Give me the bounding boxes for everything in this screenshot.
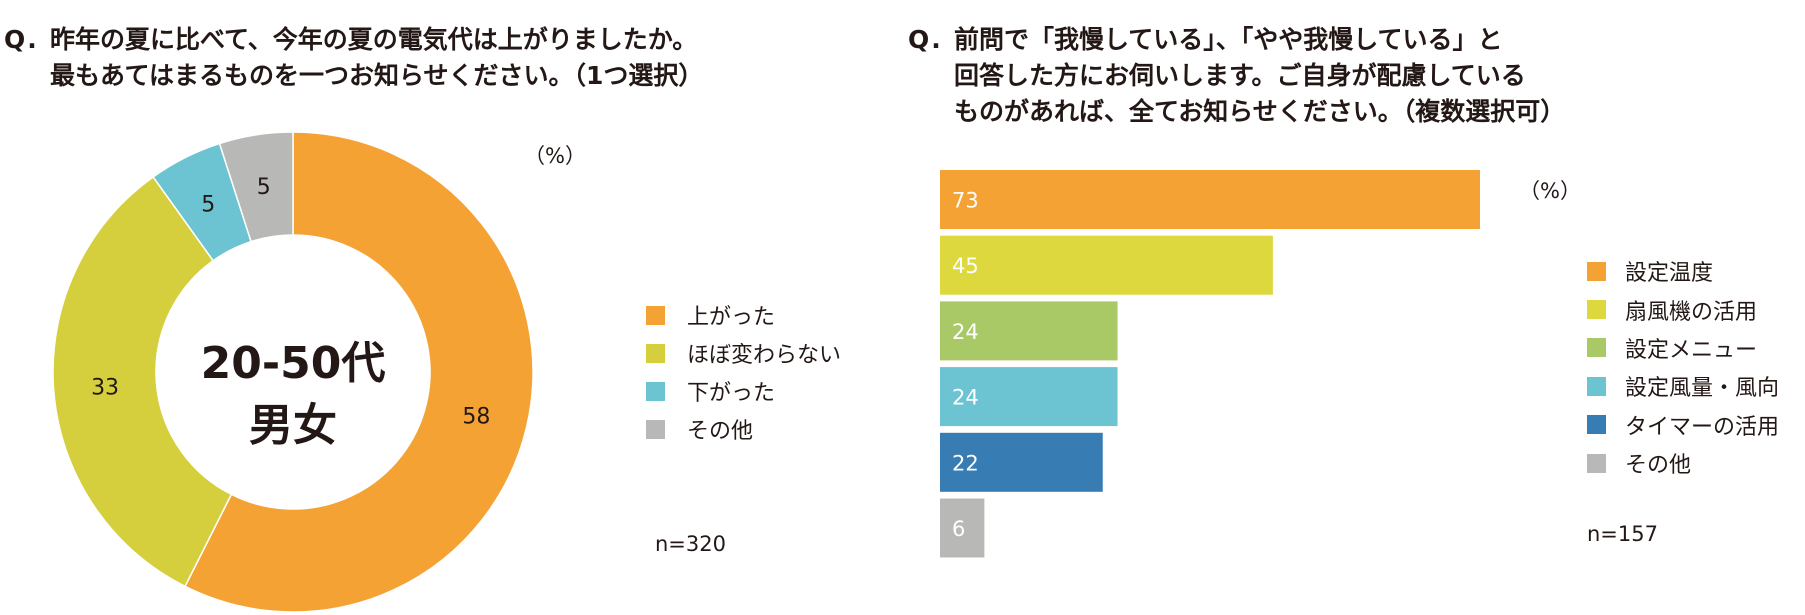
bar-legend-item-6: その他 bbox=[1587, 444, 1779, 482]
bar-legend-label-1: 設定温度 bbox=[1625, 261, 1714, 287]
question-1-text: 昨年の夏に比べて、今年の夏の電気代は上がりましたか。 最もあてはまるものを一つお… bbox=[50, 25, 704, 90]
bar-unit-label: （%） bbox=[1519, 179, 1581, 203]
bar-legend-item-1: 設定温度 bbox=[1587, 252, 1779, 290]
bar-3 bbox=[940, 301, 1118, 361]
donut-value-label-1: 58 bbox=[462, 405, 490, 430]
bar-legend-item-2: 扇風機の活用 bbox=[1587, 290, 1779, 328]
bar-legend-item-4: 設定風量・風向 bbox=[1587, 367, 1779, 405]
donut-center-label-line1: 20-50代 bbox=[201, 338, 386, 389]
question-2: Q. 前問で「我慢している」、「やや我慢している」と 回答した方にお伺いします。… bbox=[908, 22, 1565, 130]
bar-value-label-5: 22 bbox=[952, 451, 979, 475]
donut-slice-1 bbox=[184, 131, 534, 613]
donut-legend-swatch-1 bbox=[646, 305, 665, 325]
bar-5 bbox=[940, 432, 1103, 492]
bar-value-label-6: 6 bbox=[952, 517, 965, 541]
question-1: Q. 昨年の夏に比べて、今年の夏の電気代は上がりましたか。 最もあてはまるものを… bbox=[4, 22, 703, 94]
bar-sample-size: n=157 bbox=[1587, 522, 1658, 546]
bar-legend-label-2: 扇風機の活用 bbox=[1625, 299, 1758, 325]
bar-legend-swatch-5 bbox=[1587, 415, 1606, 435]
donut-legend-item-3: 下がった bbox=[646, 372, 841, 410]
bar-value-label-4: 24 bbox=[952, 386, 979, 410]
donut-legend-swatch-4 bbox=[646, 419, 665, 439]
donut-legend-item-1: 上がった bbox=[646, 296, 841, 334]
donut-value-label-4: 5 bbox=[257, 175, 271, 200]
question-1-mark: Q. bbox=[4, 25, 39, 54]
donut-legend-label-3: 下がった bbox=[687, 381, 776, 406]
bar-legend-swatch-6 bbox=[1587, 453, 1606, 473]
bar-legend-swatch-1 bbox=[1587, 261, 1606, 281]
donut-legend: 上がったほぼ変わらない 下がったその他 bbox=[646, 296, 841, 448]
donut-value-label-2: 33 bbox=[91, 376, 119, 401]
bar-value-label-1: 73 bbox=[952, 189, 979, 213]
bar-legend-label-6: その他 bbox=[1625, 453, 1692, 479]
donut-slice-2 bbox=[52, 175, 233, 588]
bar-1 bbox=[940, 170, 1480, 229]
bar-legend-item-5: タイマーの活用 bbox=[1587, 406, 1779, 444]
bar-value-label-2: 45 bbox=[952, 254, 979, 278]
donut-legend-swatch-3 bbox=[646, 381, 665, 401]
bar-value-label-3: 24 bbox=[952, 320, 979, 344]
bar-legend-label-5: タイマーの活用 bbox=[1625, 414, 1780, 440]
bar-2 bbox=[940, 235, 1273, 295]
question-2-text: 前問で「我慢している」、「やや我慢している」と 回答した方にお伺いします。ご自身… bbox=[954, 25, 1566, 126]
bar-legend-item-3: 設定メニュー bbox=[1587, 329, 1779, 367]
donut-slice-4 bbox=[218, 131, 294, 243]
donut-chart: 58 33 5 5 20-50代 男女 bbox=[52, 131, 534, 613]
bar-legend-label-3: 設定メニュー bbox=[1625, 337, 1758, 363]
donut-legend-label-4: その他 bbox=[687, 419, 754, 444]
donut-legend-label-1: 上がった bbox=[687, 305, 776, 330]
bar-chart: 73 45 24 24 22 6 bbox=[940, 170, 1480, 558]
bar-legend-swatch-2 bbox=[1587, 300, 1606, 320]
donut-center-label-line2: 男女 bbox=[249, 400, 337, 451]
donut-sample-size: n=320 bbox=[655, 532, 726, 556]
donut-value-labels: 58 33 5 5 bbox=[91, 175, 490, 430]
bar-4 bbox=[940, 367, 1118, 427]
donut-value-label-3: 5 bbox=[201, 193, 215, 218]
donut-legend-swatch-2 bbox=[646, 343, 665, 363]
bar-legend-swatch-3 bbox=[1587, 338, 1606, 358]
donut-legend-item-4: その他 bbox=[646, 410, 841, 448]
bar-legend-swatch-4 bbox=[1587, 376, 1606, 396]
donut-legend-item-2: ほぼ変わらない bbox=[646, 334, 841, 372]
donut-legend-label-2: ほぼ変わらない bbox=[687, 343, 842, 368]
donut-unit-label: （%） bbox=[524, 144, 586, 168]
bar-6 bbox=[940, 498, 985, 558]
bar-legend: 設定温度扇風機の活用 設定メニュー 設定風量・風向 タイマーの活用 その他 bbox=[1587, 252, 1779, 482]
question-2-mark: Q. bbox=[908, 25, 943, 54]
donut-slices bbox=[52, 131, 534, 613]
bar-legend-label-4: 設定風量・風向 bbox=[1625, 376, 1780, 402]
